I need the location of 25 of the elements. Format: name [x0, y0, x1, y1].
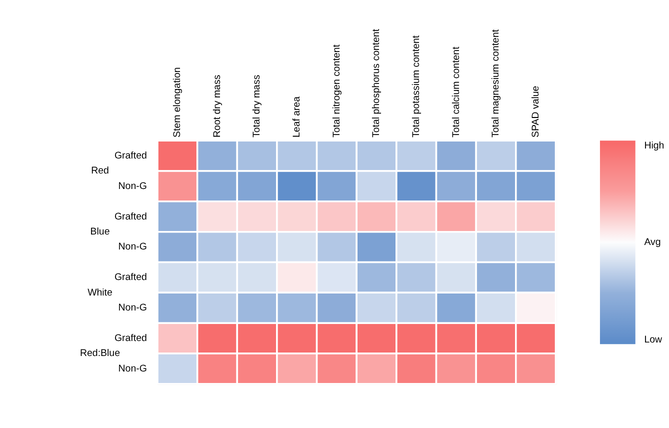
x-tick-label: SPAD value	[530, 86, 542, 138]
color-bar-label: High	[644, 140, 664, 152]
color-bar-label: Low	[644, 334, 664, 346]
x-tick-label: Total magnesium content	[490, 29, 502, 138]
y2-tick-label: White	[88, 287, 112, 298]
y-tick-label: Non-G	[118, 363, 147, 374]
x-tick-label: Total dry mass	[252, 74, 263, 138]
x-tick-label: Leaf area	[292, 96, 303, 138]
x-tick-label: Total calcium content	[450, 46, 462, 138]
y2-tick-label: Red	[91, 166, 109, 177]
y-tick-label: Grafted	[114, 332, 147, 344]
y2-tick-label: Blue	[90, 226, 110, 238]
x-tick-label: Total phosphorus content	[371, 28, 382, 138]
y-tick-label: Non-G	[118, 242, 147, 253]
y-tick-label: Non-G	[118, 180, 147, 192]
x-tick-label: Total nitrogen content	[331, 44, 342, 138]
x-tick-label: Root dry mass	[212, 74, 223, 138]
y-tick-label: Non-G	[118, 302, 147, 314]
y-tick-label: Grafted	[114, 272, 147, 284]
x-tick-label: Total potassium content	[411, 35, 422, 138]
y-tick-label: Grafted	[114, 211, 147, 222]
x-tick-label: Stem elongation	[172, 67, 184, 138]
y2-tick-label: Red:Blue	[80, 348, 120, 360]
color-bar-label: Avg	[644, 236, 661, 248]
y-tick-label: Grafted	[114, 150, 147, 162]
